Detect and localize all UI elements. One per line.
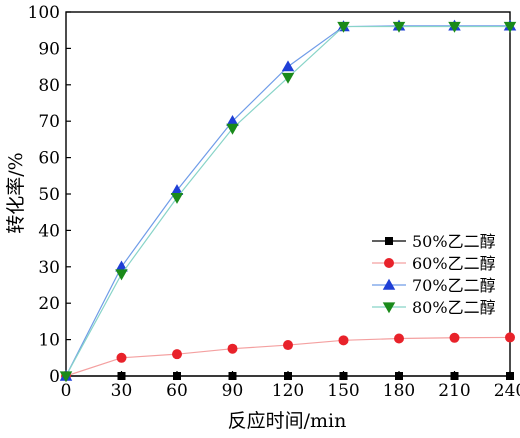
axes: 0 30 60 90 120 150 180 210 240 0 10 20 30 40 50 60 70 80 9… [28,3,520,401]
marker-square [385,237,393,245]
y-tick-label: 90 [38,39,60,59]
x-tick-label: 120 [272,381,304,401]
legend: 50%乙二醇 60%乙二醇 70%乙二醇 80%乙二醇 [372,232,496,317]
x-tick-label: 0 [61,381,72,401]
x-tick-label: 150 [327,381,359,401]
marker-triangle-down [503,21,517,33]
x-axis-title: 反应时间/min [228,410,347,432]
marker-triangle-down [392,21,406,33]
marker-circle [384,258,394,268]
y-tick-label: 20 [38,294,60,314]
marker-square [228,372,237,380]
x-tick-label: 30 [111,381,133,401]
marker-triangle-down [337,21,350,33]
marker-triangle-up [226,114,239,126]
legend-label: 80%乙二醇 [412,298,496,317]
y-tick-label: 70 [38,112,60,132]
marker-circle [505,332,515,343]
y-tick-label: 100 [28,3,60,23]
marker-triangle-down [115,269,128,281]
marker-triangle-down [170,192,184,204]
marker-square [395,372,403,380]
marker-triangle-up [382,278,396,290]
marker-triangle-down [382,302,396,314]
marker-circle [394,333,404,344]
x-tick-label: 60 [166,381,188,401]
x-tick-label: 240 [494,381,520,401]
y-tick-label: 0 [49,367,60,387]
marker-square [339,372,348,380]
marker-triangle-up [281,60,295,72]
marker-triangle-up [115,260,128,272]
marker-circle [116,352,127,363]
legend-label: 50%乙二醇 [412,232,496,251]
y-tick-label: 60 [38,149,60,169]
y-axis-title: 转化率/% [5,152,27,233]
marker-square [173,372,181,380]
x-tick-label: 180 [383,381,415,401]
marker-square [450,372,459,380]
marker-triangle-down [281,72,295,84]
marker-triangle-up [170,184,184,196]
marker-triangle-down [226,123,239,135]
y-tick-label: 50 [38,185,60,205]
series-1 [62,372,514,380]
marker-triangle-down [448,21,461,33]
y-tick-label: 30 [38,258,60,278]
marker-circle [283,340,293,351]
series-layer [59,19,517,383]
marker-circle [227,343,238,354]
marker-square [506,372,514,380]
marker-square [284,372,292,380]
marker-square [117,372,126,380]
legend-label: 60%乙二醇 [412,254,496,273]
marker-triangle-down [59,371,73,383]
marker-circle [172,349,182,360]
legend-label: 70%乙二醇 [412,276,496,295]
x-tick-label: 210 [438,381,470,401]
series-4 [59,21,517,383]
y-tick-label: 80 [38,76,60,96]
y-tick-label: 10 [38,331,60,351]
marker-circle [449,332,460,343]
marker-circle [338,335,349,346]
y-tick-label: 40 [38,221,60,241]
x-tick-label: 90 [222,381,244,401]
